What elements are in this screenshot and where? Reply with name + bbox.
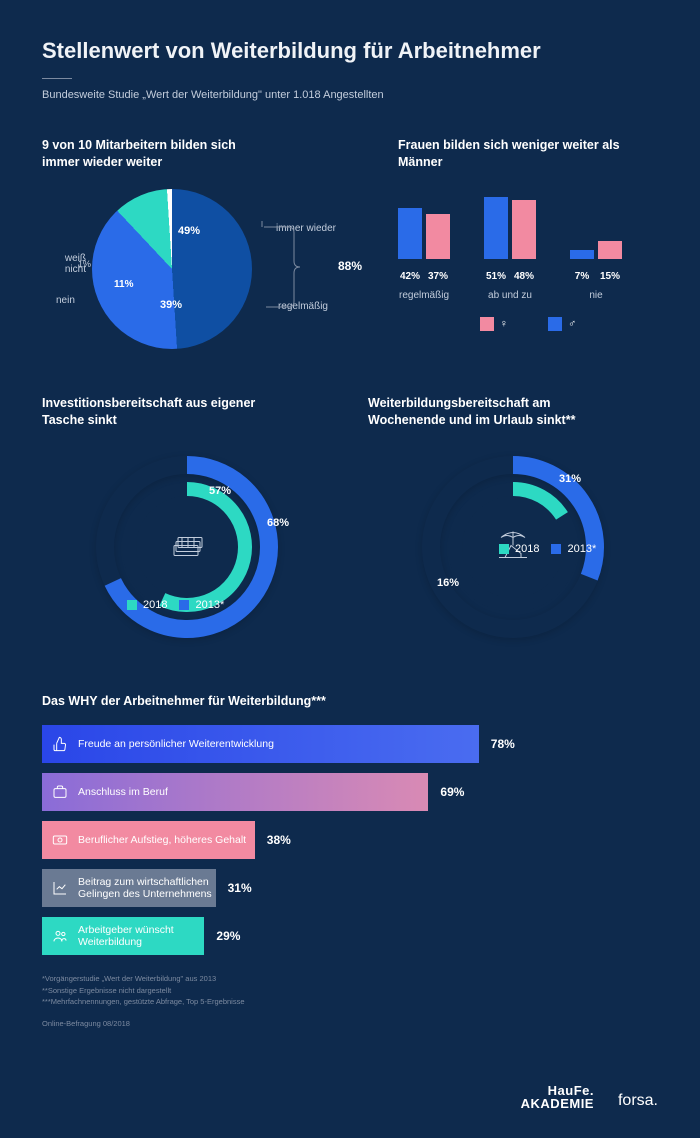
donut-legend: 2018 2013*	[127, 599, 224, 611]
bar-group	[570, 241, 622, 259]
donut-outer-val: 31%	[559, 473, 581, 485]
donut-legend: 2018 2013*	[499, 543, 596, 555]
why-section: Das WHY der Arbeitnehmer für Weiterbildu…	[42, 693, 658, 956]
haufe-logo: HauFe.AKADEMIE	[521, 1084, 594, 1110]
donut1-section: Investitionsbereitschaft aus eigener Tas…	[42, 395, 332, 647]
why-bars: Freude an persönlicher Weiterentwicklung…	[42, 725, 658, 955]
why-bar: Anschluss im Beruf 69%	[42, 773, 658, 811]
donut-outer-val: 68%	[267, 517, 289, 529]
donut-inner-val: 57%	[209, 485, 231, 497]
why-bar-value: 69%	[440, 785, 464, 799]
thumb-icon	[52, 736, 68, 752]
pie-slice-val-2: 11%	[114, 279, 133, 290]
donut1-chart: 68% 57% 2018 2013*	[87, 447, 287, 647]
page-title: Stellenwert von Weiterbildung für Arbeit…	[42, 38, 658, 64]
money-icon	[52, 832, 68, 848]
bar-values-row: 42%37%51%48%7%15%	[398, 267, 658, 282]
pie-slice-val-3: 1%	[78, 259, 91, 269]
bar-cats-row: regelmäßigab und zunie	[398, 290, 658, 301]
row-2: Investitionsbereitschaft aus eigener Tas…	[42, 395, 658, 647]
donut2-chart: 31% 16% 2018 2013*	[413, 447, 613, 647]
bar-group	[484, 197, 536, 259]
why-bar-value: 78%	[491, 737, 515, 751]
why-bar-label: Anschluss im Beruf	[78, 786, 168, 799]
why-bar-value: 29%	[216, 929, 240, 943]
pie-slice-val-0: 49%	[178, 225, 200, 237]
bar-group	[398, 208, 450, 259]
why-bar: Freude an persönlicher Weiterentwicklung…	[42, 725, 658, 763]
bar-legend: ♀ ♂	[398, 317, 658, 331]
why-bar-label: Beitrag zum wirtschaftlichen Gelingen de…	[78, 876, 212, 901]
pie-brace-icon	[258, 219, 308, 315]
pie-title: 9 von 10 Mitarbeitern bilden sich immer …	[42, 137, 362, 171]
row-1: 9 von 10 Mitarbeitern bilden sich immer …	[42, 137, 658, 349]
footnotes: *Vorgängerstudie „Wert der Weiterbildung…	[42, 973, 658, 1029]
legend-male: ♂	[548, 317, 576, 331]
pie-brace-total: 88%	[338, 259, 362, 273]
donut-inner-val: 16%	[437, 577, 459, 589]
pie-slice-val-1: 39%	[160, 299, 182, 311]
why-title: Das WHY der Arbeitnehmer für Weiterbildu…	[42, 693, 658, 710]
why-bar-value: 38%	[267, 833, 291, 847]
legend-female: ♀	[480, 317, 508, 331]
why-bar-value: 31%	[228, 881, 252, 895]
briefcase-icon	[52, 784, 68, 800]
chart-icon	[52, 880, 68, 896]
people-icon	[52, 928, 68, 944]
pie-chart: 49% 39% 11% immer wieder regelmäßig nein…	[92, 189, 252, 349]
pie-slice-lbl-2: nein	[56, 295, 75, 306]
pie-section: 9 von 10 Mitarbeitern bilden sich immer …	[42, 137, 362, 349]
why-bar-label: Arbeitgeber wünscht Weiterbildung	[78, 924, 174, 949]
forsa-logo: forsa.	[618, 1092, 658, 1110]
donut1-title: Investitionsbereitschaft aus eigener Tas…	[42, 395, 332, 429]
money-stack-icon	[170, 529, 204, 564]
why-bar: Beruflicher Aufstieg, höheres Gehalt 38%	[42, 821, 658, 859]
page-subtitle: Bundesweite Studie „Wert der Weiterbildu…	[42, 89, 658, 101]
bar-section: Frauen bilden sich weniger weiter als Mä…	[398, 137, 658, 349]
why-bar-label: Beruflicher Aufstieg, höheres Gehalt	[78, 834, 246, 847]
pie-graphic	[92, 189, 252, 349]
bar-title: Frauen bilden sich weniger weiter als Mä…	[398, 137, 658, 171]
title-rule	[42, 78, 72, 79]
donut2-title: Weiterbildungsbereitschaft am Wochenende…	[368, 395, 658, 429]
bar-chart	[398, 189, 658, 259]
why-bar: Arbeitgeber wünscht Weiterbildung 29%	[42, 917, 658, 955]
why-bar-label: Freude an persönlicher Weiterentwicklung	[78, 738, 274, 751]
footer-logos: HauFe.AKADEMIE forsa.	[521, 1084, 658, 1110]
why-bar: Beitrag zum wirtschaftlichen Gelingen de…	[42, 869, 658, 907]
donut2-section: Weiterbildungsbereitschaft am Wochenende…	[368, 395, 658, 647]
